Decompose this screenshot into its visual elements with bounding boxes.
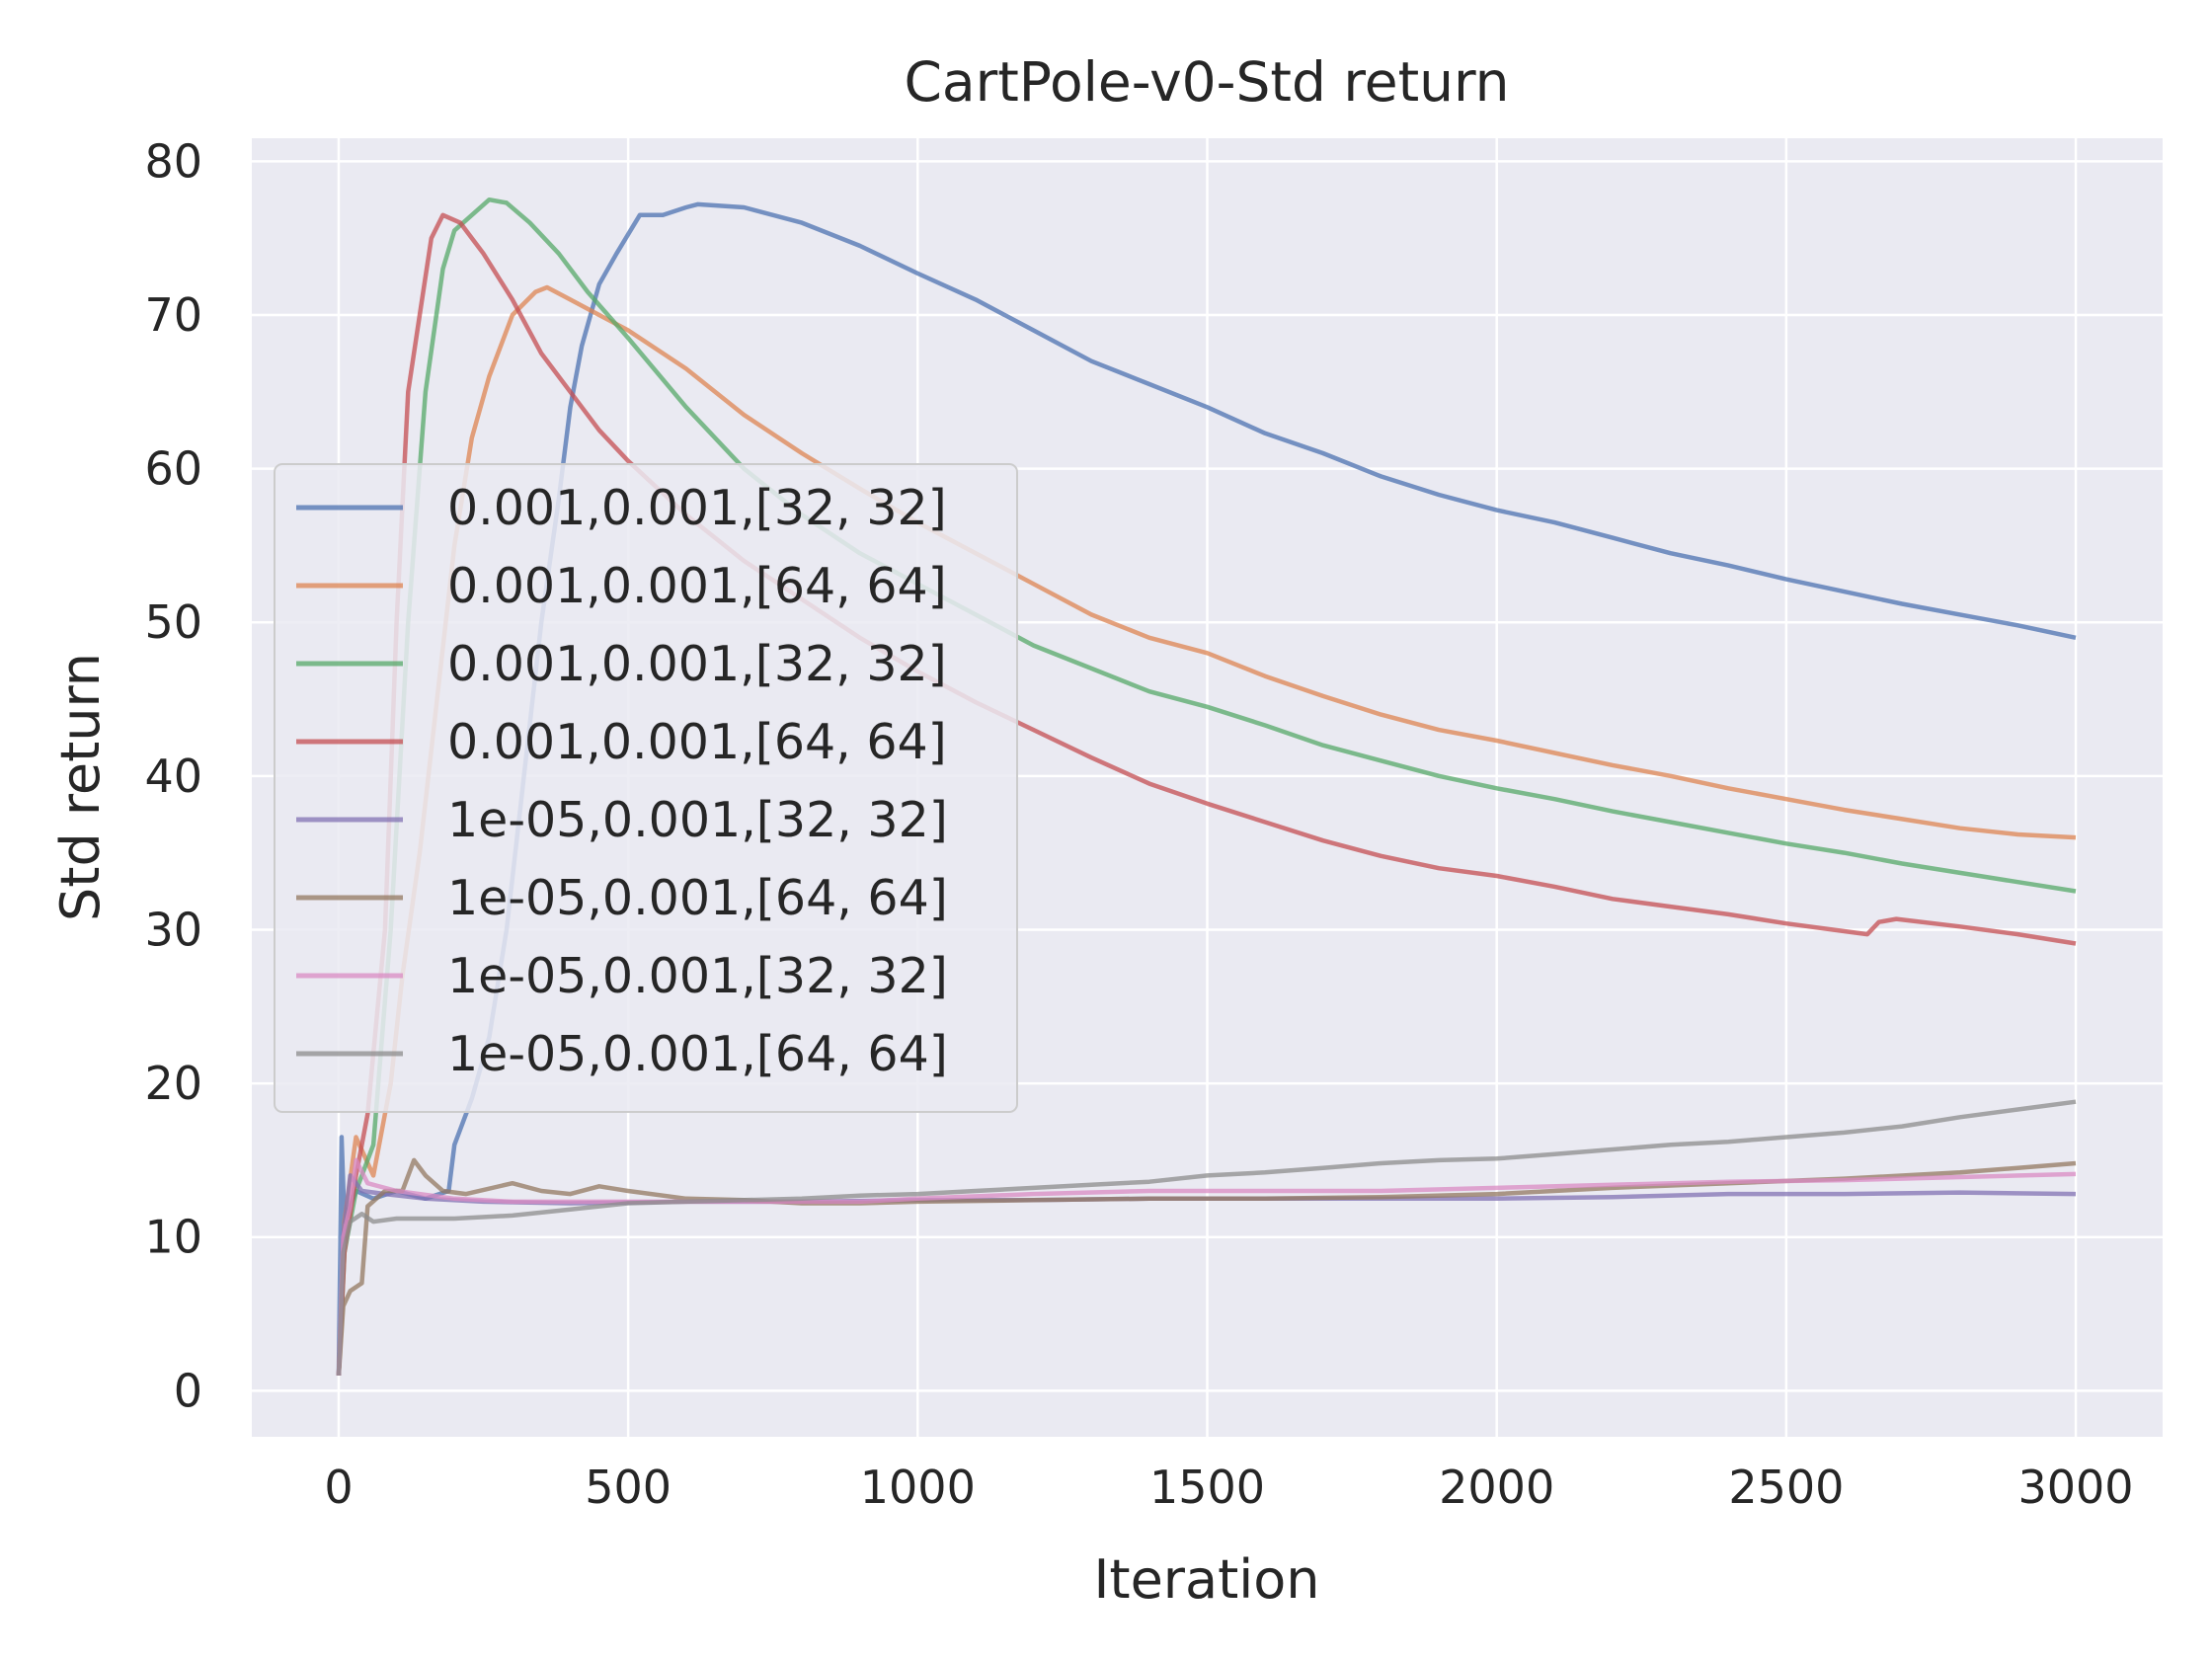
legend-label-7: 1e-05,0.001,[32, 32] (447, 948, 948, 1004)
x-tick-label: 1500 (1149, 1461, 1265, 1514)
chart-title: CartPole-v0-Std return (904, 50, 1509, 114)
legend-label-8: 1e-05,0.001,[64, 64] (447, 1026, 948, 1082)
y-tick-label: 30 (144, 903, 202, 956)
legend-label-5: 1e-05,0.001,[32, 32] (447, 792, 948, 848)
x-tick-label: 3000 (2018, 1461, 2134, 1514)
y-axis-ticks: 0 10 20 30 40 50 60 70 80 (144, 134, 202, 1417)
x-tick-label: 2500 (1728, 1461, 1844, 1514)
legend-label-3: 0.001,0.001,[32, 32] (447, 636, 947, 692)
x-axis-ticks: 0 500 1000 1500 2000 2500 3000 (324, 1461, 2133, 1514)
y-tick-label: 0 (174, 1364, 202, 1417)
x-tick-label: 0 (324, 1461, 353, 1514)
legend-frame (274, 463, 1018, 1113)
y-tick-label: 10 (144, 1211, 202, 1264)
x-tick-label: 2000 (1439, 1461, 1554, 1514)
x-axis-title: Iteration (1093, 1548, 1319, 1611)
y-tick-label: 50 (144, 595, 202, 649)
legend: 0.001,0.001,[32, 32] 0.001,0.001,[64, 64]… (274, 463, 1018, 1113)
legend-label-2: 0.001,0.001,[64, 64] (447, 558, 947, 614)
series-line-1 (336, 201, 2077, 1376)
series-line-8 (336, 1099, 2077, 1376)
y-axis-title: Std return (49, 653, 112, 921)
y-tick-label: 20 (144, 1057, 202, 1110)
legend-label-1: 0.001,0.001,[32, 32] (447, 480, 947, 536)
y-tick-label: 70 (144, 288, 202, 342)
y-tick-label: 40 (144, 750, 202, 803)
series-line-6 (336, 1157, 2077, 1376)
series-line-7 (336, 1157, 2077, 1376)
y-tick-label: 80 (144, 134, 202, 188)
legend-label-4: 0.001,0.001,[64, 64] (447, 714, 947, 770)
legend-label-6: 1e-05,0.001,[64, 64] (447, 870, 948, 926)
x-tick-label: 500 (585, 1461, 672, 1514)
y-tick-label: 60 (144, 442, 202, 496)
x-tick-label: 1000 (860, 1461, 976, 1514)
